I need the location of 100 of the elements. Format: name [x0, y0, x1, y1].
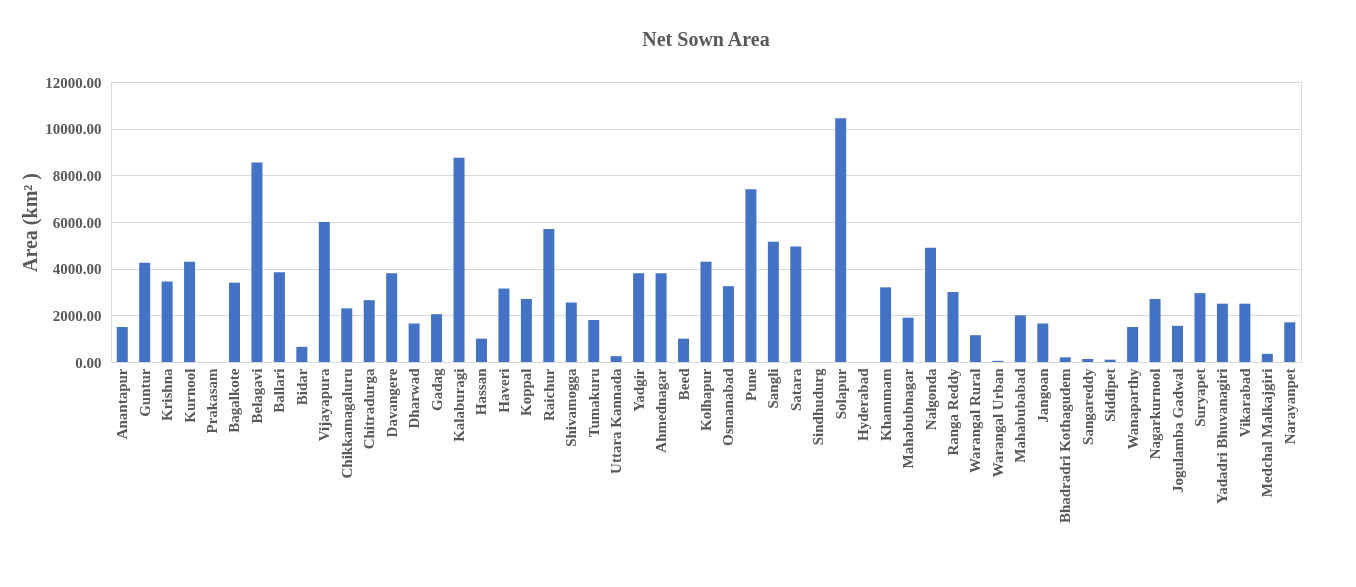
- x-tick-label: Jangoan: [1034, 367, 1051, 423]
- x-tick-label: Ranga Reddy: [944, 368, 961, 456]
- x-tick-label: Kurnool: [181, 368, 198, 423]
- bar: [1194, 293, 1206, 362]
- bar: [363, 300, 375, 362]
- x-tick-label: Vijayapura: [316, 368, 333, 442]
- x-tick-label: Chitradurga: [361, 368, 378, 450]
- x-tick-label: Sangareddy: [1079, 368, 1096, 445]
- bar: [1284, 322, 1296, 362]
- x-tick-label: Siddipet: [1102, 368, 1119, 422]
- y-tick-label: 12000.00: [45, 74, 102, 91]
- x-tick-label: Warangal Rural: [967, 368, 984, 474]
- bar: [880, 287, 892, 362]
- bar: [722, 286, 734, 362]
- bar: [1239, 303, 1251, 362]
- bar: [767, 241, 779, 362]
- bar: [386, 273, 398, 362]
- x-tick-label: Medchal Malkajgiri: [1259, 368, 1276, 498]
- y-tick-label: 2000.00: [52, 307, 102, 324]
- x-tick-label: Dharwad: [406, 367, 423, 429]
- x-tick-label: Jogulamba Gadwal: [1169, 368, 1186, 494]
- x-tick-label: Koppal: [518, 368, 535, 417]
- bar: [565, 302, 577, 362]
- bar: [161, 281, 173, 362]
- bar: [475, 338, 487, 362]
- x-tick-label: Solapur: [832, 368, 849, 420]
- x-tick-label: Guntur: [136, 368, 153, 417]
- x-tick-label: Satara: [787, 368, 804, 411]
- bar: [700, 261, 712, 362]
- x-tick-label: Mahabubabad: [1012, 367, 1029, 463]
- bar: [1059, 357, 1071, 362]
- bar: [835, 118, 847, 362]
- bar: [1127, 327, 1139, 362]
- x-tick-label: Hassan: [473, 367, 490, 416]
- bar: [1261, 353, 1273, 362]
- y-tick-label: 4000.00: [52, 261, 102, 278]
- x-tick-label: Davangere: [383, 368, 400, 438]
- y-tick-label: 8000.00: [52, 167, 102, 184]
- x-tick-label: Kolhapur: [698, 368, 714, 432]
- x-tick-label: Tumakuru: [585, 368, 602, 438]
- x-tick-label: Warangal Urban: [989, 367, 1006, 478]
- x-tick-label: Narayanpet: [1281, 368, 1298, 445]
- bar: [431, 314, 443, 362]
- bar: [745, 189, 757, 362]
- x-tick-label: Yadgir: [630, 368, 647, 412]
- bar: [453, 157, 465, 362]
- x-tick-label: Bagalkote: [226, 368, 243, 433]
- bar: [296, 346, 308, 362]
- bar: [318, 222, 330, 362]
- bar: [1149, 299, 1161, 362]
- bar: [1014, 315, 1026, 362]
- bar: [341, 308, 353, 362]
- bar: [520, 299, 532, 362]
- x-tick-label: Vikarabad: [1236, 367, 1253, 438]
- x-tick-label: Uttara Kannada: [608, 368, 625, 474]
- x-tick-label: Sindhudurg: [810, 368, 827, 446]
- bar: [969, 335, 981, 362]
- x-tick-label: Hyderabad: [855, 367, 872, 442]
- x-tick-label: Ahmednagar: [653, 368, 670, 453]
- x-tick-label: Kalaburagi: [451, 368, 468, 442]
- bar: [588, 320, 600, 362]
- y-tick-label: 6000.00: [52, 214, 102, 231]
- x-tick-label: Gadag: [428, 368, 445, 412]
- bar: [139, 262, 151, 362]
- bar: [655, 273, 667, 362]
- x-tick-label: Ballari: [271, 368, 288, 413]
- x-tick-label: Bhadradri Kothagudem: [1057, 368, 1074, 524]
- bar: [1082, 358, 1094, 362]
- bar: [790, 246, 802, 362]
- x-tick-label: Yadadri Bhuvanagiri: [1214, 368, 1231, 504]
- bar: [184, 261, 196, 362]
- chart-title: Net Sown Area: [642, 28, 770, 50]
- bar: [678, 338, 690, 362]
- bar: [1216, 303, 1228, 362]
- bar: [610, 356, 622, 362]
- bar: [1037, 323, 1049, 362]
- y-tick-label: 0.00: [75, 354, 102, 371]
- bar: [116, 327, 128, 362]
- x-tick-label: Beed: [675, 367, 692, 401]
- bar: [273, 272, 285, 362]
- bar: [228, 282, 240, 362]
- x-tick-label: Belagavi: [248, 368, 265, 424]
- x-tick-label: Osmanabad: [720, 367, 737, 447]
- bar: [633, 273, 645, 362]
- bar: [408, 323, 420, 362]
- bar: [543, 229, 555, 362]
- bar: [902, 317, 914, 362]
- bar: [947, 292, 959, 362]
- bar: [1172, 325, 1184, 362]
- x-tick-label: Haveri: [495, 368, 512, 413]
- x-tick-label: Nagarkurnool: [1147, 368, 1164, 460]
- y-axis-title: Area (km² ): [19, 173, 43, 272]
- x-tick-label: Anantapur: [114, 368, 131, 440]
- y-tick-label: 10000.00: [45, 121, 102, 138]
- x-tick-label: Chikkamagaluru: [338, 368, 355, 479]
- x-tick-label: Nalgonda: [922, 368, 939, 431]
- x-tick-label: Khammam: [877, 368, 894, 441]
- x-tick-label: Raichur: [540, 368, 557, 421]
- x-tick-label: Pune: [742, 368, 759, 402]
- bar: [498, 288, 510, 362]
